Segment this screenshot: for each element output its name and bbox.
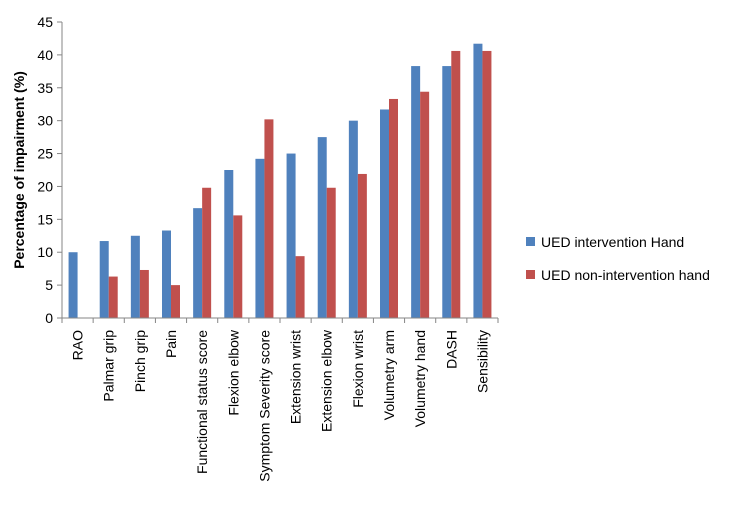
x-tick-label: Volumetry hand <box>412 330 428 427</box>
x-tick-label: DASH <box>443 330 459 369</box>
y-tick-label: 35 <box>37 80 53 96</box>
x-tick-label: Volumetry arm <box>381 330 397 420</box>
legend-label-intervention: UED intervention Hand <box>541 234 684 250</box>
x-tick-label: Extension wrist <box>288 330 304 424</box>
bar-intervention <box>224 170 234 318</box>
legend-swatch-non-intervention <box>526 270 535 279</box>
axes-layer <box>61 22 498 319</box>
bar-intervention <box>68 252 78 318</box>
x-tick-label: RAO <box>70 330 86 360</box>
bar-non-intervention <box>264 119 274 319</box>
y-tick-label: 15 <box>37 211 53 227</box>
bar-intervention <box>99 241 109 318</box>
legend-swatch-intervention <box>526 237 535 246</box>
x-tick-label: Flexion wrist <box>350 330 366 408</box>
bar-intervention <box>193 208 203 318</box>
bar-non-intervention <box>202 187 212 318</box>
x-tick-label: Sensibility <box>474 330 490 393</box>
bar-intervention <box>442 66 452 319</box>
x-tick-label: Symptom Severity score <box>256 330 272 482</box>
x-tick-label: Extension elbow <box>319 329 335 432</box>
bar-non-intervention <box>295 256 305 318</box>
x-tick-label: Functional status score <box>194 330 210 474</box>
bar-intervention <box>317 137 327 318</box>
bar-non-intervention <box>108 276 118 318</box>
x-tick-label: Pain <box>163 330 179 358</box>
bar-intervention <box>473 43 483 318</box>
bar-intervention <box>255 158 265 318</box>
x-ticks-layer: RAO Palmar grip Pinch grip Pain Functional s… <box>61 318 499 482</box>
bar-intervention <box>286 153 296 318</box>
y-tick-label: 25 <box>37 146 53 162</box>
x-tick-label: Flexion elbow <box>225 329 241 415</box>
y-tick-label: 30 <box>37 113 53 129</box>
bar-non-intervention <box>482 50 492 318</box>
bar-non-intervention <box>357 173 367 318</box>
bar-non-intervention <box>389 98 398 319</box>
bar-non-intervention <box>451 50 461 318</box>
bar-intervention <box>411 66 421 319</box>
y-tick-label: 0 <box>45 310 53 326</box>
x-tick-label: Pinch grip <box>132 330 148 392</box>
y-tick-label: 45 <box>37 14 53 30</box>
bar-non-intervention <box>233 215 243 318</box>
bar-non-intervention <box>171 285 180 318</box>
y-tick-label: 20 <box>37 178 53 194</box>
bar-non-intervention <box>420 91 430 318</box>
bar-intervention <box>162 230 171 318</box>
legend: UED intervention Hand UED non-interventi… <box>526 234 710 283</box>
bar-intervention <box>380 109 389 319</box>
bar-non-intervention <box>139 269 149 318</box>
y-tick-label: 10 <box>37 244 53 260</box>
y-axis-title: Percentage of impairment (%) <box>11 71 27 269</box>
legend-label-non-intervention: UED non-intervention hand <box>541 267 710 283</box>
y-tick-label: 40 <box>37 47 53 63</box>
bar-intervention <box>348 120 358 319</box>
x-tick-label: Palmar grip <box>101 330 117 402</box>
bar-intervention <box>130 235 140 318</box>
bars-layer <box>68 43 492 319</box>
y-ticks-layer: 0 5 10 15 20 25 30 35 40 45 <box>37 14 62 326</box>
y-tick-label: 5 <box>45 277 53 293</box>
bar-non-intervention <box>326 187 336 318</box>
